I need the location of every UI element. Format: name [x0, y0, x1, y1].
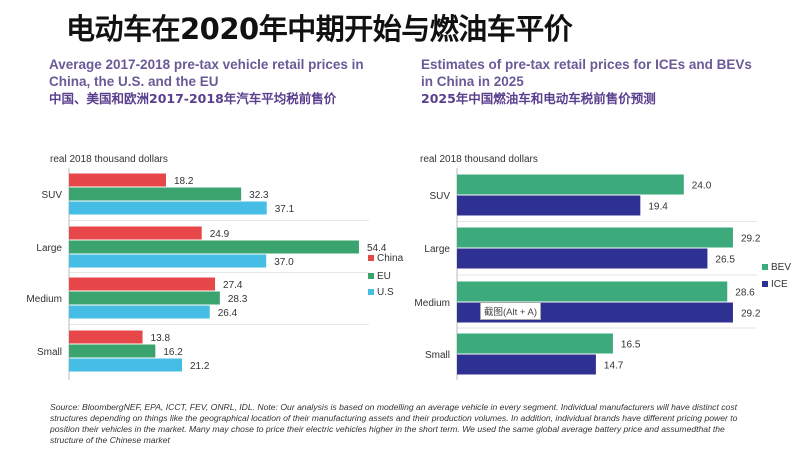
- left-bar-eu-medium: [69, 291, 220, 305]
- left-value-label: 37.0: [274, 257, 294, 268]
- left-category-label: Medium: [26, 294, 62, 305]
- right-chart-subtitle: Estimates of pre-tax retail prices for I…: [421, 56, 761, 107]
- left-value-label: 21.2: [190, 361, 210, 372]
- right-bar-ice-small: [457, 354, 596, 375]
- left-category-label: Large: [36, 243, 62, 254]
- right-legend-swatch: [762, 264, 768, 270]
- right-bar-bev-suv: [457, 174, 684, 195]
- left-legend-swatch: [368, 255, 374, 261]
- left-bar-us-suv: [69, 201, 267, 215]
- right-bar-bev-medium: [457, 281, 728, 302]
- right-unit-label: real 2018 thousand dollars: [420, 154, 538, 165]
- source-note: Source: BloombergNEF, EPA, ICCT, FEV, ON…: [50, 402, 738, 445]
- right-value-label: 29.2: [741, 234, 761, 245]
- left-value-label: 18.2: [174, 176, 194, 187]
- left-value-label: 13.8: [151, 333, 171, 344]
- left-legend-label: EU: [377, 271, 391, 282]
- left-legend-swatch: [368, 289, 374, 295]
- left-value-label: 37.1: [275, 204, 295, 215]
- right-value-label: 29.2: [741, 309, 761, 320]
- left-bar-us-large: [69, 254, 267, 268]
- left-subtitle-cn: 中国、美国和欧洲2017-2018年汽车平均税前售价: [49, 91, 337, 106]
- left-value-label: 32.3: [249, 190, 269, 201]
- left-bar-us-small: [69, 358, 182, 372]
- right-category-label: SUV: [429, 191, 450, 202]
- right-category-label: Large: [424, 244, 450, 255]
- left-bar-china-large: [69, 226, 202, 240]
- left-category-label: Small: [37, 347, 62, 358]
- right-subtitle-cn: 2025年中国燃油车和电动车税前售价预测: [421, 91, 656, 106]
- left-legend-swatch: [368, 273, 374, 279]
- left-category-label: SUV: [41, 190, 62, 201]
- right-value-label: 14.7: [604, 361, 624, 372]
- right-value-label: 28.6: [735, 288, 755, 299]
- left-unit-label: real 2018 thousand dollars: [50, 154, 168, 165]
- left-bar-china-medium: [69, 277, 216, 291]
- right-legend-label: ICE: [771, 279, 788, 290]
- left-chart-subtitle: Average 2017-2018 pre-tax vehicle retail…: [49, 56, 389, 107]
- right-category-label: Medium: [414, 298, 450, 309]
- left-value-label: 27.4: [223, 280, 243, 291]
- right-value-label: 24.0: [692, 181, 712, 192]
- right-bar-ice-large: [457, 248, 708, 269]
- left-bar-us-medium: [69, 305, 210, 319]
- left-value-label: 54.4: [367, 243, 387, 254]
- left-subtitle-en: Average 2017-2018 pre-tax vehicle retail…: [49, 57, 364, 89]
- right-bar-ice-suv: [457, 195, 641, 216]
- left-value-label: 26.4: [218, 308, 238, 319]
- left-bar-china-small: [69, 330, 143, 344]
- left-legend-label: U.S: [377, 287, 394, 298]
- left-bar-china-suv: [69, 173, 167, 187]
- page-title: 电动车在2020年中期开始与燃油车平价: [66, 12, 573, 46]
- right-legend-label: BEV: [771, 262, 791, 273]
- right-category-label: Small: [425, 350, 450, 361]
- right-subtitle-en: Estimates of pre-tax retail prices for I…: [421, 57, 752, 89]
- left-value-label: 16.2: [163, 347, 183, 358]
- left-bar-eu-small: [69, 344, 156, 358]
- right-legend-swatch: [762, 281, 768, 287]
- left-bar-eu-suv: [69, 187, 242, 201]
- left-legend-label: China: [377, 253, 404, 264]
- right-value-label: 16.5: [621, 340, 641, 351]
- right-bar-bev-large: [457, 227, 733, 248]
- left-value-label: 28.3: [228, 294, 248, 305]
- right-value-label: 19.4: [648, 202, 668, 213]
- left-bar-eu-large: [69, 240, 359, 254]
- right-bar-bev-small: [457, 333, 613, 354]
- right-value-label: 26.5: [715, 255, 735, 266]
- left-value-label: 24.9: [210, 229, 230, 240]
- screenshot-tooltip: 截图(Alt + A): [480, 302, 542, 320]
